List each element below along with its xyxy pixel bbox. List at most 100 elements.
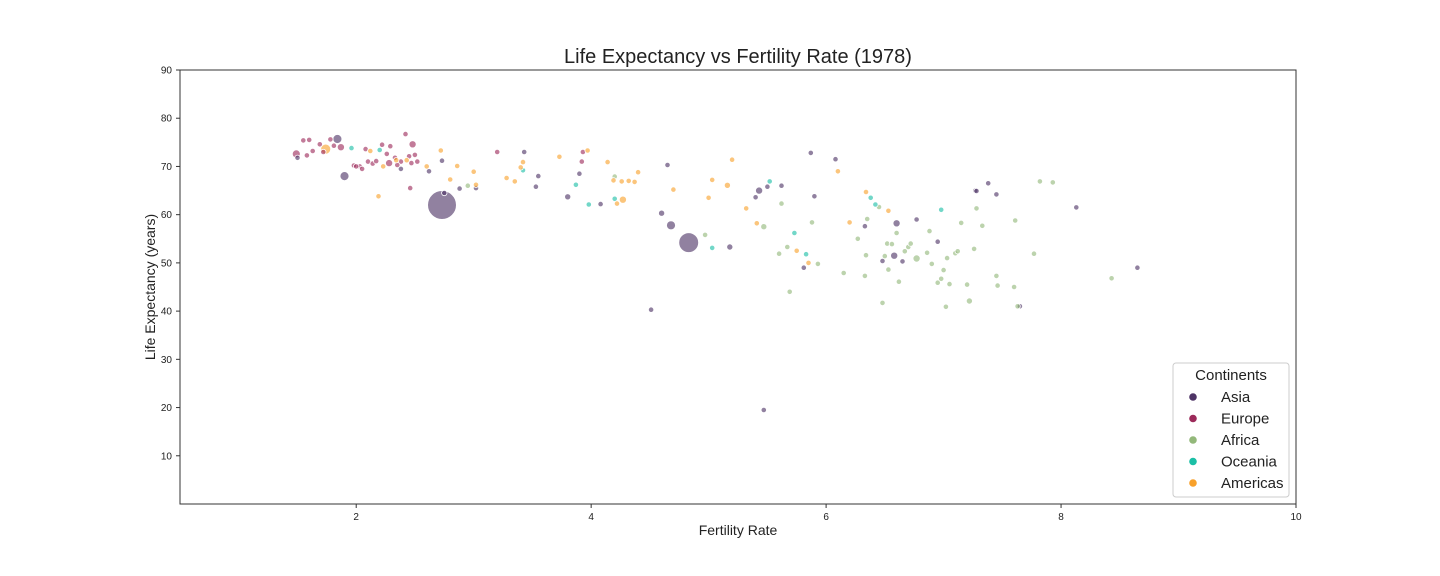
data-point-americas (846, 219, 853, 226)
x-tick-label: 10 (1290, 512, 1302, 523)
x-tick-label: 8 (1058, 512, 1064, 523)
data-point-africa (1014, 303, 1021, 310)
data-point-asia (899, 258, 906, 265)
y-tick-label: 20 (161, 403, 173, 414)
data-point-americas (375, 193, 382, 200)
data-point-africa (901, 248, 908, 255)
data-point-oceania (572, 181, 580, 188)
data-point-americas (705, 194, 712, 201)
points-layer (291, 131, 1141, 414)
data-point-africa (1108, 275, 1115, 282)
data-point-asia (1134, 264, 1141, 271)
legend-item-asia: Asia (1189, 389, 1251, 406)
data-point-americas (556, 153, 563, 160)
data-point-asia (890, 251, 899, 260)
data-point-africa (808, 219, 816, 226)
y-tick-label: 40 (161, 307, 173, 318)
data-point-africa (973, 205, 980, 212)
legend-item-oceania: Oceania (1189, 454, 1278, 471)
x-tick-label: 2 (353, 512, 359, 523)
data-point-europe (373, 158, 380, 165)
data-point-europe (336, 143, 345, 152)
data-point-europe (407, 185, 414, 192)
data-point-oceania (766, 178, 773, 185)
data-point-americas (604, 159, 611, 166)
data-point-americas (862, 188, 870, 196)
data-point-asia (678, 232, 699, 253)
data-point-africa (786, 288, 793, 295)
legend-item-americas: Americas (1189, 475, 1284, 492)
data-point-africa (895, 278, 903, 285)
data-point-africa (958, 219, 965, 226)
data-point-africa (1049, 179, 1056, 186)
data-point-asia (832, 156, 839, 163)
data-point-asia (535, 173, 542, 180)
y-tick-label: 10 (161, 451, 173, 462)
data-point-africa (1012, 217, 1019, 224)
data-point-asia (438, 157, 446, 164)
data-point-africa (840, 269, 847, 277)
x-tick-label: 4 (588, 512, 594, 523)
data-point-asia (597, 201, 604, 208)
legend-marker (1189, 414, 1197, 423)
data-point-europe (353, 163, 360, 170)
data-point-americas (625, 177, 632, 184)
data-point-africa (994, 282, 1001, 289)
data-point-asia (427, 190, 457, 220)
data-point-asia (778, 182, 785, 189)
data-point-asia (647, 306, 655, 313)
data-point-africa (923, 249, 931, 256)
data-point-africa (965, 297, 973, 305)
legend-marker (1189, 436, 1197, 444)
data-point-africa (885, 266, 892, 273)
legend-marker (1189, 457, 1197, 466)
data-point-asia (760, 406, 767, 414)
data-point-americas (393, 157, 400, 164)
data-point-africa (861, 272, 869, 279)
data-point-africa (954, 248, 961, 255)
data-point-americas (834, 168, 842, 175)
data-point-asia (658, 209, 666, 217)
data-point-oceania (709, 244, 716, 251)
data-point-europe (385, 159, 394, 168)
data-point-europe (309, 147, 316, 155)
data-point-americas (670, 186, 677, 193)
data-point-africa (760, 223, 768, 231)
data-point-africa (946, 280, 953, 288)
data-point-asia (397, 165, 404, 172)
data-point-europe (414, 158, 421, 165)
data-point-americas (447, 176, 454, 183)
data-point-europe (411, 151, 418, 158)
data-point-africa (926, 228, 933, 235)
data-point-americas (793, 247, 800, 254)
legend-label: Americas (1221, 475, 1284, 492)
data-point-africa (701, 231, 709, 238)
legend-marker (1189, 479, 1197, 487)
data-point-americas (519, 159, 527, 166)
data-point-asia (807, 149, 814, 156)
data-point-americas (613, 200, 621, 207)
data-point-europe (316, 141, 323, 148)
data-point-americas (423, 163, 430, 170)
legend-label: Asia (1221, 389, 1251, 406)
data-point-americas (631, 178, 638, 185)
data-point-asia (752, 194, 759, 201)
data-point-americas (403, 157, 410, 164)
data-point-europe (303, 152, 310, 159)
data-point-americas (472, 181, 480, 188)
data-point-europe (330, 142, 337, 149)
plot-frame (179, 69, 1297, 505)
data-point-americas (470, 168, 477, 175)
data-point-asia (764, 183, 771, 190)
data-point-asia (664, 161, 671, 169)
y-tick-label: 60 (161, 210, 173, 221)
data-point-africa (993, 272, 1000, 279)
data-point-africa (912, 254, 921, 263)
data-point-europe (327, 136, 334, 143)
data-point-europe (300, 137, 307, 144)
data-point-asia (564, 193, 572, 201)
data-point-africa (942, 303, 950, 310)
data-point-asia (800, 264, 807, 271)
data-point-asia (726, 243, 734, 251)
y-axis-label: Life Expectancy (years) (142, 214, 158, 360)
